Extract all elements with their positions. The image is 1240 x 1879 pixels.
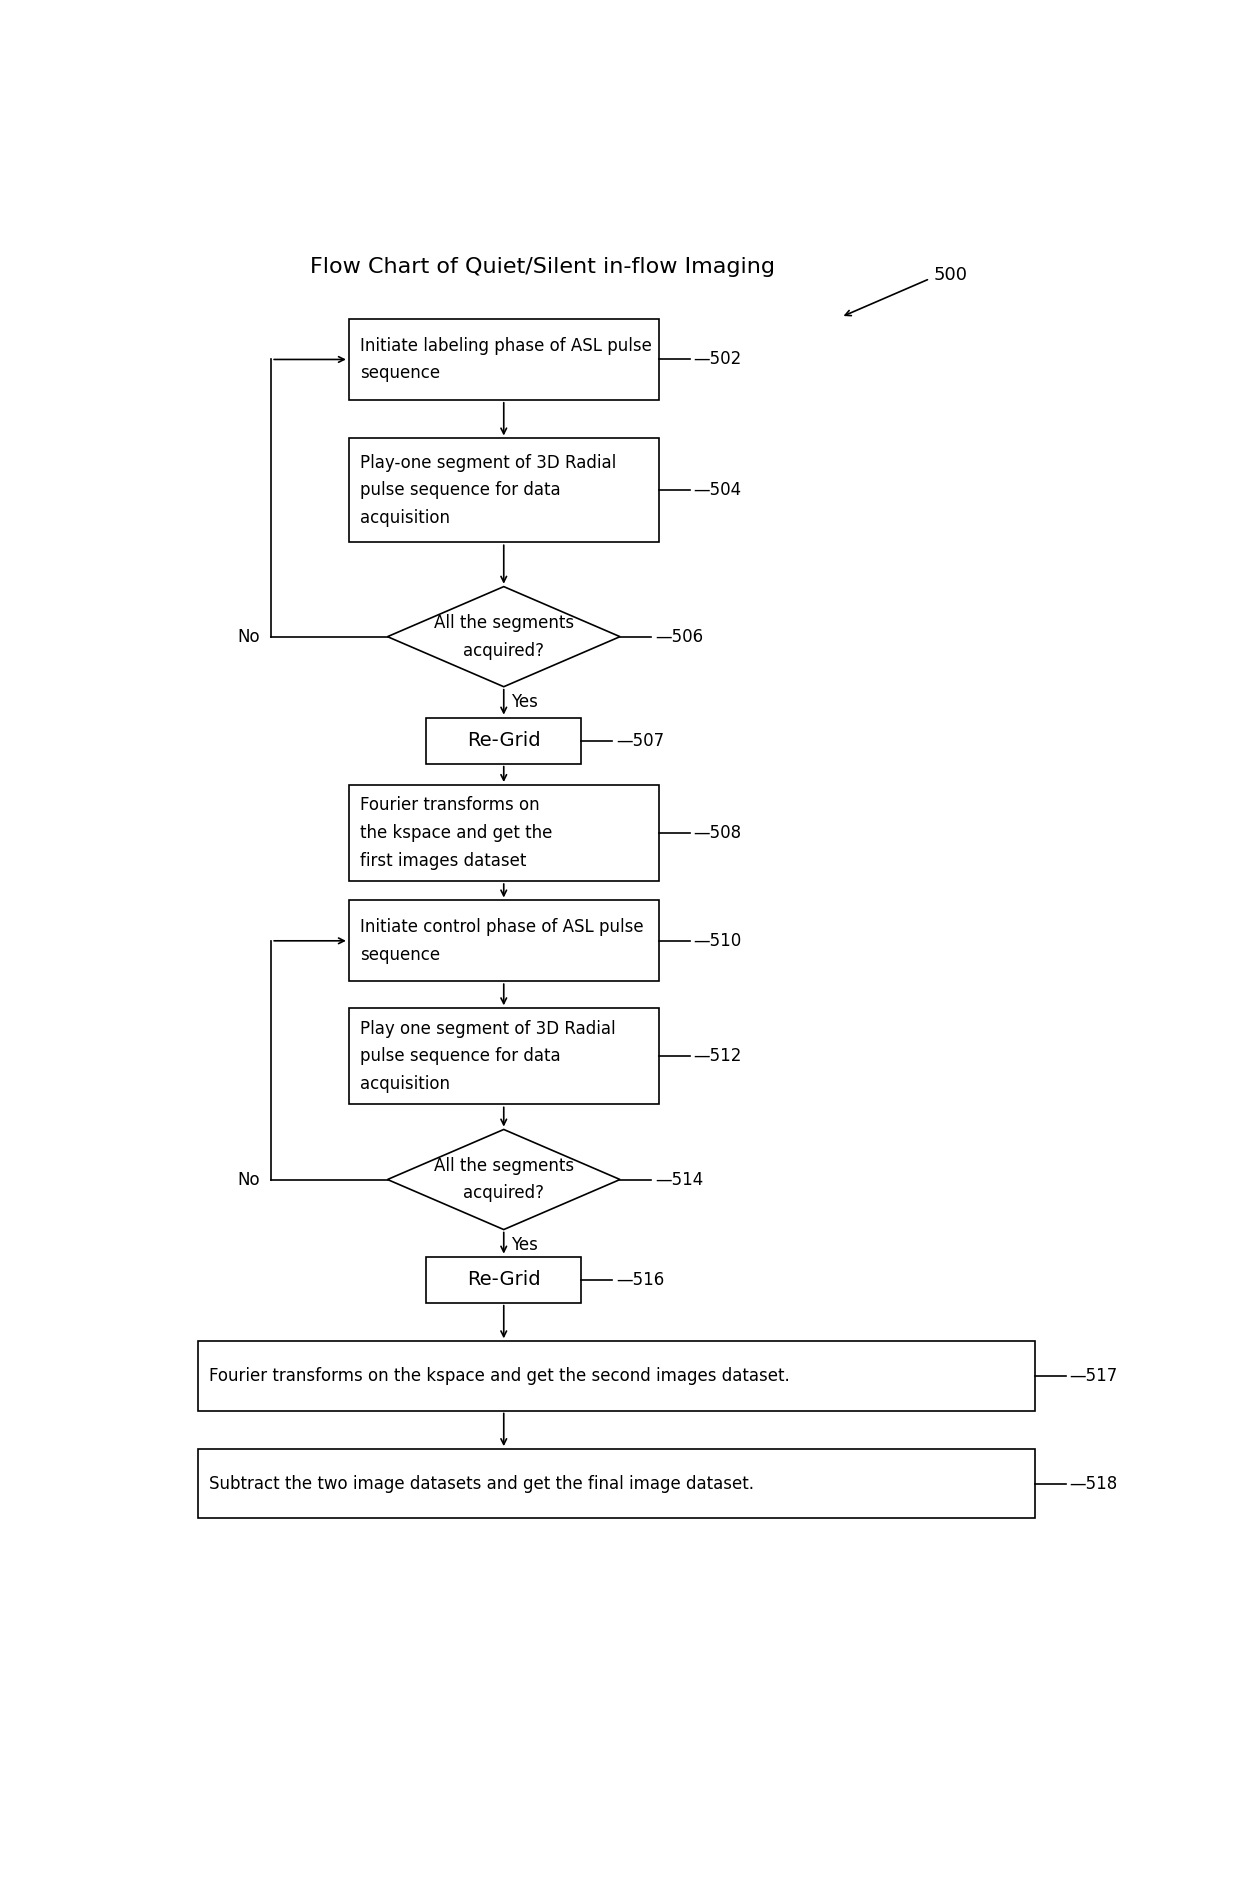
FancyBboxPatch shape: [348, 900, 658, 981]
FancyBboxPatch shape: [348, 1009, 658, 1105]
Text: —512: —512: [693, 1047, 742, 1065]
Text: —514: —514: [655, 1171, 703, 1189]
Text: 500: 500: [934, 265, 968, 284]
FancyBboxPatch shape: [427, 718, 582, 763]
Text: Initiate labeling phase of ASL pulse
sequence: Initiate labeling phase of ASL pulse seq…: [361, 336, 652, 381]
Text: Initiate control phase of ASL pulse
sequence: Initiate control phase of ASL pulse sequ…: [361, 919, 644, 964]
Text: —504: —504: [693, 481, 742, 500]
Text: —507: —507: [616, 731, 665, 750]
FancyBboxPatch shape: [348, 785, 658, 881]
Text: No: No: [237, 628, 259, 646]
Text: Fourier transforms on the kspace and get the second images dataset.: Fourier transforms on the kspace and get…: [210, 1366, 790, 1385]
Text: No: No: [237, 1171, 259, 1189]
FancyBboxPatch shape: [348, 319, 658, 400]
Text: Flow Chart of Quiet/Silent in-flow Imaging: Flow Chart of Quiet/Silent in-flow Imagi…: [310, 257, 775, 276]
Text: Yes: Yes: [511, 693, 538, 710]
Text: —516: —516: [616, 1270, 665, 1289]
FancyBboxPatch shape: [197, 1342, 1034, 1411]
FancyBboxPatch shape: [427, 1257, 582, 1302]
Text: All the segments
acquired?: All the segments acquired?: [434, 1157, 574, 1203]
Text: —506: —506: [655, 628, 703, 646]
Text: Subtract the two image datasets and get the final image dataset.: Subtract the two image datasets and get …: [210, 1475, 754, 1492]
Text: All the segments
acquired?: All the segments acquired?: [434, 614, 574, 660]
Text: —502: —502: [693, 351, 742, 368]
Text: Re-Grid: Re-Grid: [467, 731, 541, 750]
FancyBboxPatch shape: [197, 1449, 1034, 1518]
Text: —517: —517: [1070, 1366, 1117, 1385]
Text: Fourier transforms on
the kspace and get the
first images dataset: Fourier transforms on the kspace and get…: [361, 797, 553, 870]
Polygon shape: [387, 1129, 620, 1229]
Text: Play-one segment of 3D Radial
pulse sequence for data
acquisition: Play-one segment of 3D Radial pulse sequ…: [361, 453, 616, 528]
Text: Yes: Yes: [511, 1236, 538, 1253]
Text: —510: —510: [693, 932, 742, 949]
Polygon shape: [387, 586, 620, 686]
Text: —508: —508: [693, 825, 742, 842]
Text: —518: —518: [1070, 1475, 1117, 1492]
Text: Play one segment of 3D Radial
pulse sequence for data
acquisition: Play one segment of 3D Radial pulse sequ…: [361, 1020, 616, 1094]
FancyBboxPatch shape: [348, 438, 658, 543]
Text: Re-Grid: Re-Grid: [467, 1270, 541, 1289]
